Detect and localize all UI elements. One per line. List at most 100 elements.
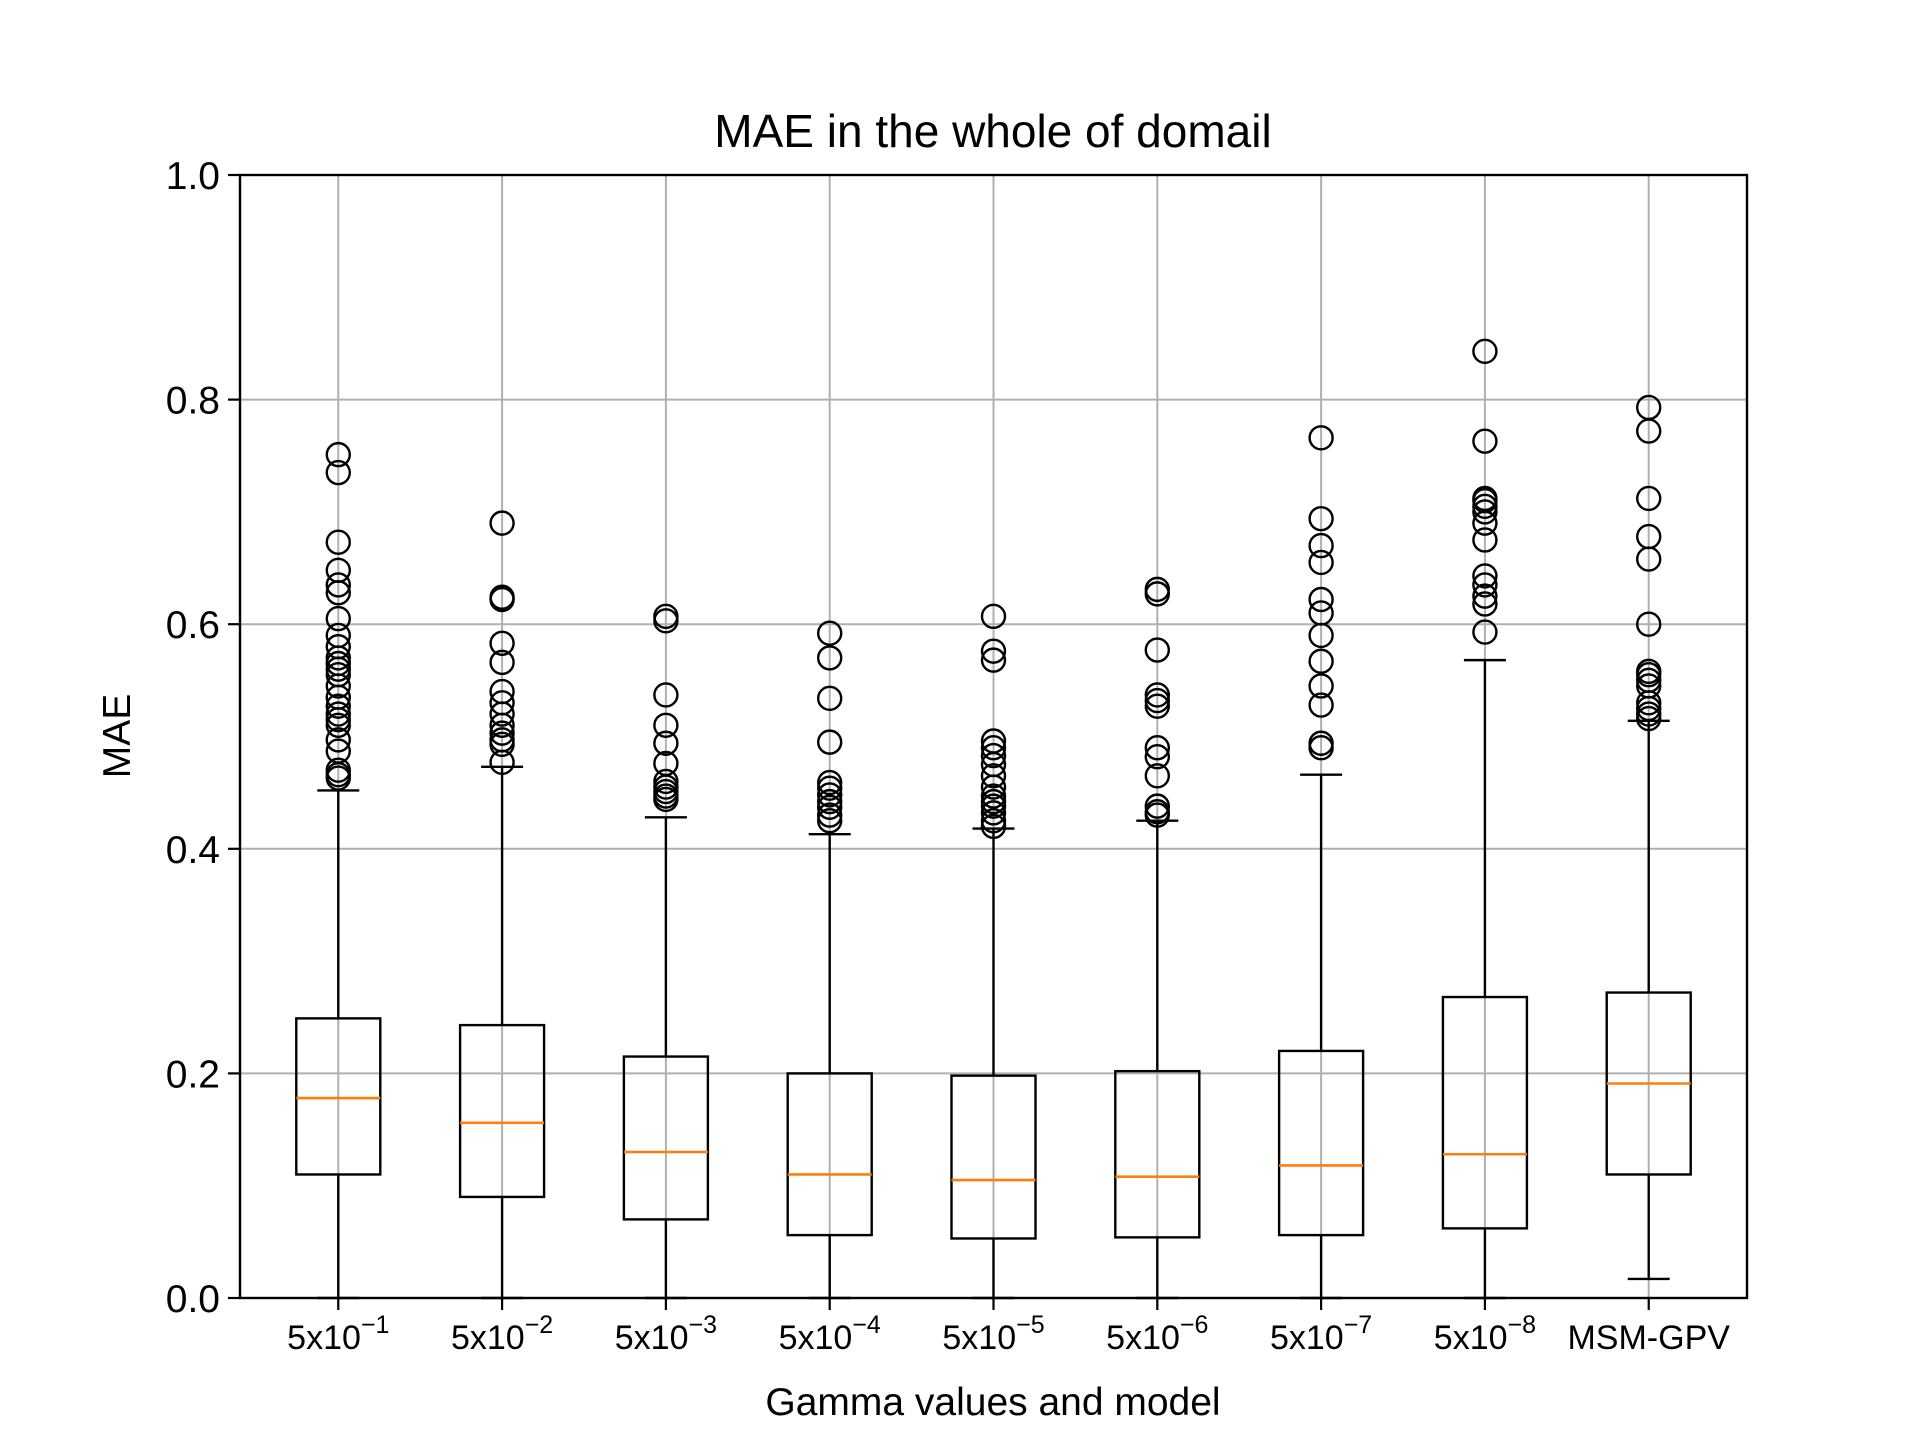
outlier-point — [816, 808, 843, 834]
outlier-point — [1144, 576, 1171, 603]
box — [786, 1072, 873, 1237]
outlier-point — [653, 682, 679, 708]
outlier-point — [816, 802, 843, 828]
outlier-point — [1308, 549, 1334, 576]
outlier-point — [1144, 693, 1171, 719]
outlier-point — [816, 645, 843, 671]
outlier-point — [1308, 586, 1334, 613]
outlier-point — [1308, 425, 1334, 451]
outlier-point — [1472, 583, 1498, 609]
boxes — [295, 338, 1692, 1300]
x-tick-label: MSM-GPV — [1567, 1319, 1730, 1357]
outlier-point — [1636, 611, 1662, 637]
outlier-point — [1472, 485, 1498, 512]
x-tick-label: 5x10−8 — [1434, 1311, 1536, 1357]
outlier-point — [816, 769, 843, 796]
outlier-point — [980, 800, 1007, 826]
outlier-point — [816, 729, 843, 755]
outlier-point — [489, 727, 515, 753]
outlier-point — [1636, 673, 1662, 699]
outlier-point — [1144, 799, 1171, 825]
outlier-point — [1308, 730, 1334, 756]
outlier-point — [1472, 338, 1498, 365]
x-axis-ticks: 5x10−1 5x10−2 5x10−3 5x10−4 5x10−5 5x10−6 5x10… — [287, 1298, 1730, 1357]
box — [458, 1023, 546, 1199]
y-tick-label: 0.0 — [166, 1278, 220, 1321]
x-tick-label: 5x10−6 — [1106, 1311, 1208, 1357]
outlier-point — [980, 735, 1007, 761]
outlier-point — [325, 459, 351, 486]
outlier-point — [816, 685, 843, 712]
outlier-point — [489, 584, 515, 610]
outlier-point — [325, 757, 351, 783]
outlier-point — [1144, 793, 1171, 819]
outlier-point — [489, 649, 515, 676]
outlier-point — [325, 693, 351, 719]
box-group — [950, 603, 1037, 1300]
outlier-point — [980, 647, 1007, 673]
box-group — [1277, 425, 1365, 1300]
outlier-point — [816, 782, 843, 808]
outlier-point — [816, 620, 843, 646]
outlier-point — [816, 775, 843, 801]
x-axis-label: Gamma values and model — [765, 1381, 1220, 1424]
outlier-point — [325, 441, 351, 468]
outlier-point — [489, 720, 515, 746]
outlier-point — [1472, 499, 1498, 525]
outlier-point — [1308, 692, 1334, 718]
box — [1114, 1069, 1201, 1239]
y-tick-label: 0.4 — [166, 829, 220, 872]
y-tick-label: 0.6 — [166, 604, 220, 647]
outlier-point — [325, 650, 351, 677]
outlier-point — [980, 788, 1007, 815]
outlier-point — [653, 768, 679, 795]
outlier-point — [1472, 572, 1498, 598]
chart-title: MAE in the whole of domail — [714, 105, 1271, 157]
outlier-point — [816, 794, 843, 820]
outlier-point — [980, 603, 1007, 630]
outlier-point — [980, 783, 1007, 809]
outlier-point — [1144, 637, 1171, 663]
outlier-point — [653, 750, 679, 777]
box-group — [458, 510, 546, 1300]
y-tick-label: 1.0 — [166, 155, 220, 198]
y-axis-label: MAE — [96, 694, 139, 779]
outlier-point — [1144, 682, 1171, 708]
outlier-point — [1308, 505, 1334, 532]
outlier-point — [980, 742, 1007, 769]
outlier-point — [1308, 673, 1334, 699]
y-axis-ticks: 0.0 0.2 0.4 0.6 0.8 1.0 — [166, 155, 240, 1321]
outlier-point — [489, 630, 515, 656]
outlier-point — [489, 690, 515, 716]
outlier-point — [1472, 591, 1498, 617]
outlier-point — [1472, 527, 1498, 553]
outlier-point — [325, 529, 351, 555]
outlier-point — [1308, 648, 1334, 674]
outlier-point — [1636, 658, 1662, 685]
outlier-point — [1636, 701, 1662, 727]
outlier-point — [1144, 763, 1171, 789]
box — [1277, 1049, 1365, 1237]
outlier-point — [980, 808, 1007, 834]
outlier-point — [1144, 687, 1171, 714]
outlier-point — [325, 738, 351, 764]
outlier-point — [980, 638, 1007, 664]
x-tick-label: 5x10−5 — [942, 1311, 1044, 1357]
box-group — [1114, 576, 1201, 1300]
box-group — [295, 441, 382, 1300]
outlier-point — [489, 510, 515, 536]
box — [295, 1017, 382, 1176]
outlier-point — [325, 701, 351, 727]
outlier-point — [1636, 667, 1662, 694]
outlier-point — [980, 728, 1007, 754]
y-tick-label: 0.2 — [166, 1053, 220, 1096]
outlier-point — [1636, 485, 1662, 512]
outlier-point — [325, 557, 351, 583]
outlier-point — [1472, 493, 1498, 519]
outlier-point — [325, 572, 351, 598]
outlier-point — [980, 763, 1007, 789]
outlier-point — [1308, 600, 1334, 626]
outlier-point — [489, 678, 515, 705]
